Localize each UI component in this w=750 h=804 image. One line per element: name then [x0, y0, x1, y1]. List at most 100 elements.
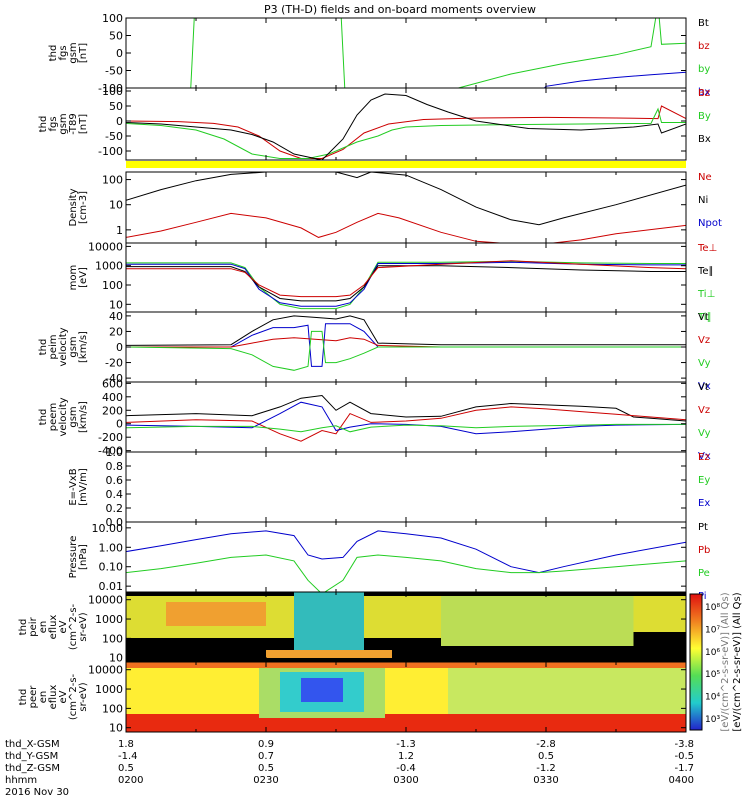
series-group [126, 315, 686, 371]
y-axis-label: eflux [48, 615, 59, 640]
legend-entry: Vt [698, 382, 709, 393]
spectrogram-band [448, 668, 686, 714]
y-tick-label: 50 [109, 30, 123, 43]
y-tick-label: 0 [116, 418, 123, 431]
y-tick-label: 0.6 [106, 474, 124, 487]
ephemeris-value: -1.3 [396, 739, 416, 750]
legend-entry: Te∥ [697, 266, 714, 277]
legend-entry: Vt [698, 312, 709, 323]
spectrogram-band [364, 596, 441, 638]
series-line-1 [126, 172, 686, 226]
spectrogram-band [301, 678, 343, 702]
colorbar-scale [689, 593, 703, 731]
y-axis-label: Density [68, 188, 79, 226]
quality-bar-fill [126, 161, 686, 168]
y-axis-label: peir [28, 616, 39, 636]
y-axis-label: sr-eV) [78, 682, 89, 711]
y-tick-label: 0.4 [106, 488, 124, 501]
y-tick-label: 100 [102, 702, 123, 715]
y-tick-label: 600 [102, 377, 123, 390]
legend-entry: Ey [698, 475, 710, 486]
series-line-2 [126, 554, 686, 592]
ephemeris-value: -2.8 [536, 739, 556, 750]
series-line-4 [126, 423, 686, 433]
panel-frame [125, 17, 687, 89]
y-tick-label: 10000 [88, 664, 123, 677]
ephemeris-label: thd_Z-GSM [5, 763, 60, 774]
y-axis-label: thd [48, 45, 59, 62]
y-axis-label: gsm [58, 113, 69, 134]
ephemeris-value: 0300 [393, 775, 418, 786]
y-axis-label: peim [48, 334, 59, 359]
spectrogram-band [633, 596, 686, 632]
series-group [126, 172, 686, 243]
series-line-3 [126, 93, 686, 160]
y-axis-label: eV [58, 620, 69, 633]
series-group [126, 394, 686, 442]
panel-9: 10000 1000 100 10 thd peir en eflux eV (cm^2-s-sr… [18, 591, 687, 665]
series-line-2 [126, 323, 686, 367]
ephemeris-value: 1.2 [398, 751, 414, 762]
y-axis-label: en [38, 691, 49, 704]
y-axis-label: thd [38, 339, 49, 356]
y-tick-label: 1 [116, 224, 123, 237]
y-tick-label: 0.8 [106, 460, 124, 473]
y-tick-label: 0.0 [106, 516, 124, 529]
colorbar-label-overprint: [eV/(cm^2-s-sr-eV)] (All Qs) [720, 592, 731, 731]
y-tick-label: 100 [102, 85, 123, 98]
panel-3: 100 10 1 Density [cm-3] Ne Ni Npot [68, 171, 722, 244]
legend-entry: Vx [698, 451, 711, 462]
y-tick-label: 10000 [88, 594, 123, 607]
series-line-1 [126, 105, 686, 159]
y-axis-label: [mV/m] [78, 468, 89, 506]
y-axis-label: [nT] [78, 114, 89, 134]
y-tick-label: 100 [102, 279, 123, 292]
y-tick-label: -50 [105, 130, 123, 143]
ephemeris-value: 1.8 [118, 739, 134, 750]
y-tick-label: 1000 [95, 613, 123, 626]
legend-entry: By [698, 111, 711, 122]
colorbar-tick-label: 10⁸ [705, 603, 720, 613]
series-line-3 [126, 265, 686, 302]
series-line-3 [126, 401, 686, 435]
y-tick-label: 0.2 [106, 502, 124, 515]
y-tick-label: 50 [109, 100, 123, 113]
legend-entry: Pt [698, 522, 708, 533]
y-axis-label: thd [38, 116, 49, 133]
y-tick-label: 400 [102, 391, 123, 404]
legend-entry: Ti⊥ [697, 289, 715, 300]
y-axis-label: gsm [68, 336, 79, 357]
legend-entry: bz [698, 41, 710, 52]
series-group [126, 93, 686, 160]
series-group [190, 18, 686, 88]
ephemeris-value: 0330 [533, 775, 558, 786]
colorbar-tick-label: 10⁶ [705, 648, 720, 658]
y-tick-label: 100 [102, 632, 123, 645]
y-axis-label: sr-eV) [78, 612, 89, 641]
y-tick-label: 0.10 [99, 561, 124, 574]
ephemeris-value: 0.5 [538, 751, 554, 762]
panel-10: 10000 1000 100 10 thd peer en eflux eV (cm^2-s-sr… [18, 661, 687, 735]
panel-4: 10000 1000 100 10 mom [eV] Te⊥ Te∥ Ti⊥ Ti∥ [68, 240, 717, 323]
series-line-1 [126, 315, 686, 346]
legend-entry: Vx [698, 381, 711, 392]
panel-frame [125, 242, 687, 313]
legend-entry: Pe [698, 568, 710, 579]
y-tick-label: 0 [116, 47, 123, 60]
y-tick-label: 0.01 [99, 580, 124, 593]
legend-entry: Pb [698, 545, 710, 556]
legend-entry: Ti∥ [697, 312, 712, 323]
y-axis-label: [km/s] [78, 401, 89, 433]
y-axis-label: fgs [48, 116, 59, 131]
legend-entry: Te⊥ [697, 243, 717, 254]
y-axis-label: velocity [58, 397, 69, 436]
y-tick-label: 40 [109, 310, 123, 323]
legend-entry: Npot [698, 218, 722, 229]
colorbar-label: [eV/(cm^2-s-sr-eV)] (All Qs) [732, 592, 743, 731]
y-axis-label: mom [68, 265, 79, 291]
panel-frame [125, 171, 687, 244]
ephemeris-value: 0230 [253, 775, 278, 786]
y-axis-label: en [38, 621, 49, 634]
y-tick-label: -50 [105, 65, 123, 78]
